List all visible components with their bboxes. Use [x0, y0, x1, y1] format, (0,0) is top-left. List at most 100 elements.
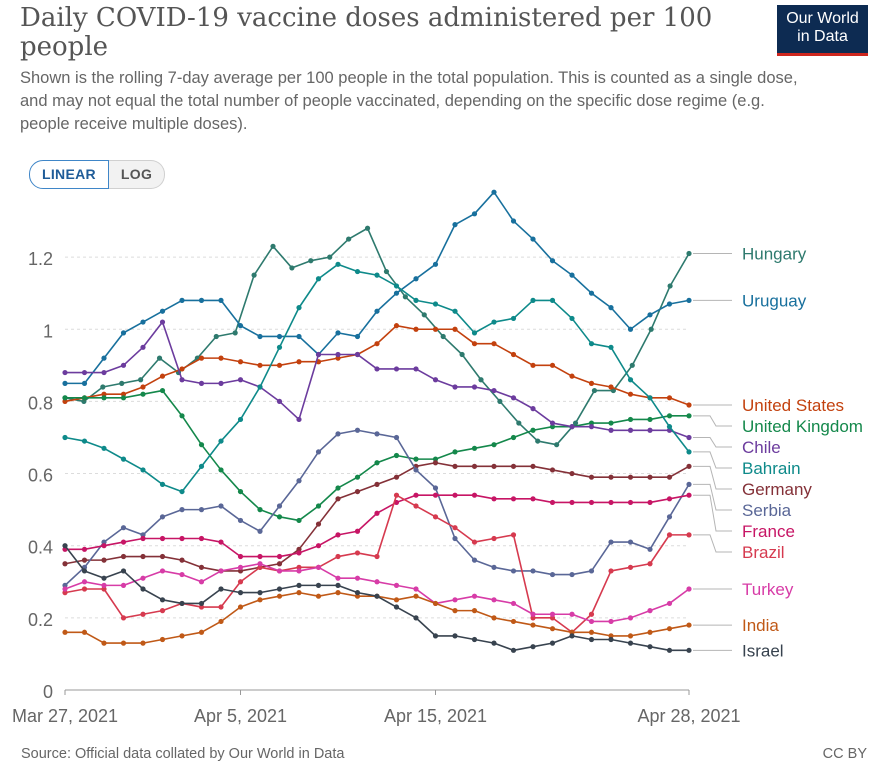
data-point — [276, 398, 283, 405]
data-point — [296, 416, 302, 423]
data-point — [198, 629, 205, 635]
data-point — [666, 626, 673, 632]
y-tick-label: 1.2 — [28, 249, 53, 269]
data-point — [510, 647, 517, 653]
data-point — [647, 395, 653, 401]
series-turkey — [62, 561, 692, 625]
data-point — [530, 496, 536, 502]
logo-line-2: in Data — [797, 28, 848, 45]
data-point — [686, 622, 692, 628]
data-point — [374, 481, 380, 487]
data-point — [296, 517, 302, 524]
data-point — [569, 629, 575, 635]
data-point — [647, 474, 653, 480]
data-point — [364, 225, 371, 231]
data-point — [140, 575, 146, 581]
series-united-states — [62, 323, 692, 408]
data-point — [101, 445, 107, 451]
data-point — [627, 633, 634, 639]
data-point — [510, 395, 517, 401]
data-point — [686, 402, 692, 408]
data-point — [81, 586, 88, 592]
data-point — [510, 496, 517, 502]
data-point — [218, 380, 224, 386]
data-point — [296, 590, 302, 596]
data-point — [257, 561, 263, 567]
data-point — [159, 308, 166, 314]
data-point — [179, 535, 185, 542]
data-point — [81, 395, 88, 401]
logo-line-1: Our World — [786, 10, 859, 27]
data-point — [354, 550, 361, 556]
data-point — [120, 615, 127, 621]
data-point — [647, 427, 653, 433]
data-point — [686, 481, 692, 487]
data-point — [257, 553, 263, 560]
data-point — [218, 586, 224, 592]
data-point — [471, 463, 478, 469]
data-point — [335, 351, 341, 358]
data-point — [413, 586, 419, 592]
data-point — [393, 604, 400, 610]
data-point — [452, 525, 458, 531]
data-point — [354, 528, 361, 534]
data-point — [100, 384, 106, 390]
series-line — [64, 227, 690, 446]
data-point — [374, 431, 380, 437]
data-point — [276, 362, 283, 368]
data-point — [179, 413, 185, 419]
linear-scale-button[interactable]: LINEAR — [29, 160, 109, 189]
data-point — [647, 644, 653, 650]
data-point — [159, 373, 166, 379]
data-point — [647, 608, 653, 614]
owid-logo[interactable]: Our World in Data — [777, 5, 868, 56]
data-point — [120, 525, 127, 531]
data-point — [335, 261, 341, 267]
data-point — [666, 301, 673, 307]
data-point — [374, 510, 380, 516]
data-point — [393, 452, 400, 459]
legend-label: Bahrain — [742, 459, 801, 478]
data-point — [232, 330, 238, 336]
data-point — [627, 499, 634, 506]
license-link[interactable]: CC BY — [822, 746, 867, 762]
data-point — [686, 413, 692, 419]
data-point — [218, 467, 224, 473]
legend-label: France — [742, 522, 795, 541]
y-tick-label: 0.2 — [28, 610, 53, 630]
data-point — [393, 290, 400, 296]
data-point — [491, 496, 497, 502]
data-point — [549, 571, 556, 578]
data-point — [421, 312, 427, 318]
data-point — [530, 297, 536, 303]
log-scale-button[interactable]: LOG — [108, 160, 166, 189]
data-point — [81, 629, 88, 635]
data-point — [549, 467, 556, 473]
data-point — [432, 485, 439, 491]
data-point — [413, 456, 419, 462]
data-point — [530, 236, 536, 242]
data-point — [588, 341, 595, 347]
data-point — [608, 618, 614, 625]
data-point — [627, 474, 634, 480]
data-point — [101, 557, 107, 563]
data-point — [140, 611, 146, 617]
data-point — [335, 431, 341, 437]
data-point — [159, 608, 166, 614]
data-point — [648, 326, 654, 332]
data-point — [315, 582, 322, 588]
data-point — [218, 297, 224, 303]
data-point — [120, 640, 127, 646]
legend-label: Turkey — [742, 580, 794, 599]
data-point — [81, 380, 88, 386]
data-point — [393, 323, 400, 329]
data-point — [218, 539, 224, 545]
data-point — [478, 377, 484, 383]
data-point — [354, 488, 361, 495]
data-point — [432, 600, 439, 607]
data-point — [101, 582, 107, 588]
data-point — [120, 539, 127, 545]
data-point — [666, 647, 673, 653]
data-point — [413, 593, 419, 599]
